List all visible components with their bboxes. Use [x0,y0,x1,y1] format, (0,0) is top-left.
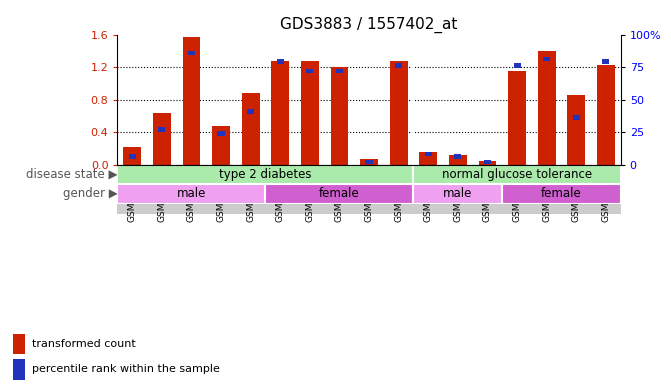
Bar [212,126,230,164]
Bar [117,184,266,204]
Bar [266,184,413,204]
Bar [366,160,372,164]
Bar [449,155,467,164]
Bar [188,51,195,55]
Bar [543,57,550,61]
Bar [603,59,609,64]
Bar [503,184,621,204]
Text: gender ▶: gender ▶ [62,187,117,200]
Bar [454,154,462,159]
Bar [395,63,402,68]
Bar [217,131,225,136]
Bar [242,93,260,164]
Bar [129,154,136,159]
Bar [478,161,497,164]
Bar [276,59,284,64]
Bar [247,109,254,114]
Bar [360,159,378,164]
Bar [484,160,491,164]
Bar [13,334,25,354]
Bar [183,37,201,164]
Bar [413,184,503,204]
Bar [413,164,621,184]
Text: percentile rank within the sample: percentile rank within the sample [32,364,220,374]
Bar [568,96,585,164]
Text: male: male [443,187,472,200]
Bar [13,359,25,380]
Bar [573,115,580,120]
Bar [271,61,289,164]
Bar [597,65,615,164]
Bar [508,71,526,164]
Text: female: female [319,187,360,200]
Bar [419,152,437,164]
Bar [306,69,313,73]
Title: GDS3883 / 1557402_at: GDS3883 / 1557402_at [280,17,458,33]
Bar [425,152,432,156]
Bar [153,113,170,164]
Bar [390,61,407,164]
Text: male: male [176,187,206,200]
Bar [123,147,141,164]
Text: type 2 diabetes: type 2 diabetes [219,168,312,181]
Bar [336,69,343,73]
Text: normal glucose tolerance: normal glucose tolerance [442,168,592,181]
Text: female: female [541,187,582,200]
Bar [301,61,319,164]
Bar [158,127,165,132]
Bar [513,63,521,68]
Text: disease state ▶: disease state ▶ [26,168,117,181]
Bar [537,51,556,164]
Text: transformed count: transformed count [32,339,136,349]
Bar [331,67,348,164]
Bar [117,164,413,184]
